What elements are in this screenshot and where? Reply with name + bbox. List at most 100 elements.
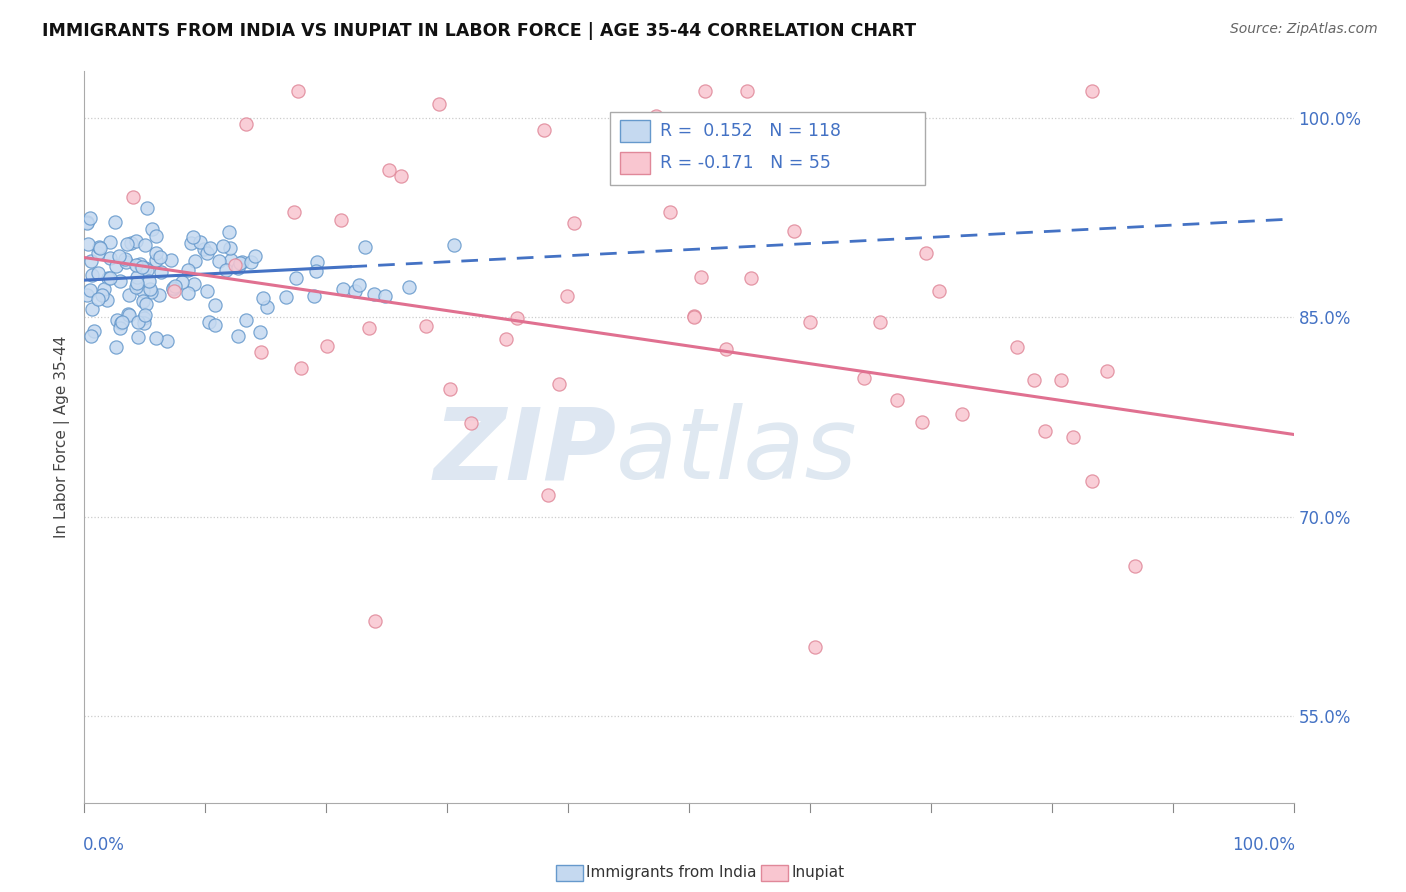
Point <box>160 252 183 267</box>
Point <box>283 204 305 219</box>
Point <box>349 278 371 293</box>
Point <box>803 640 825 654</box>
Point <box>87 266 110 280</box>
Point <box>162 284 184 298</box>
Point <box>657 129 679 144</box>
Point <box>207 254 229 268</box>
Point <box>148 288 170 302</box>
Point <box>120 235 142 250</box>
Point <box>224 258 246 272</box>
Point <box>83 325 105 339</box>
Bar <box>762 865 789 881</box>
Text: R =  0.152   N = 118: R = 0.152 N = 118 <box>659 122 841 140</box>
Point <box>562 216 585 230</box>
Point <box>132 316 155 330</box>
Point <box>127 276 149 290</box>
Text: 100.0%: 100.0% <box>1232 836 1295 854</box>
Point <box>697 146 720 161</box>
Point <box>1022 374 1045 388</box>
Point <box>86 292 108 306</box>
Point <box>1049 373 1071 387</box>
Point <box>135 297 157 311</box>
Point <box>315 338 337 352</box>
Point <box>145 331 167 345</box>
Point <box>80 268 103 282</box>
Point <box>427 96 450 111</box>
Point <box>363 286 385 301</box>
Point <box>87 246 110 260</box>
Point <box>136 263 159 277</box>
Point <box>76 216 98 230</box>
Point <box>374 289 396 303</box>
Bar <box>620 152 650 174</box>
Text: IMMIGRANTS FROM INDIA VS INUPIAT IN LABOR FORCE | AGE 35-44 CORRELATION CHART: IMMIGRANTS FROM INDIA VS INUPIAT IN LABO… <box>42 22 917 40</box>
Point <box>131 285 153 299</box>
Point <box>105 312 128 326</box>
Point <box>1081 475 1104 489</box>
Point <box>495 332 517 346</box>
Text: Immigrants from India: Immigrants from India <box>586 864 756 880</box>
Point <box>145 229 167 244</box>
Point <box>80 254 103 268</box>
Point <box>284 271 307 285</box>
Point <box>108 321 131 335</box>
Point <box>737 84 759 98</box>
Point <box>537 488 560 502</box>
Text: 0.0%: 0.0% <box>83 836 125 854</box>
Point <box>125 258 148 272</box>
Point <box>127 315 149 329</box>
Point <box>150 265 173 279</box>
Point <box>950 407 973 421</box>
Point <box>184 253 207 268</box>
Point <box>98 235 121 249</box>
Point <box>290 360 312 375</box>
Point <box>98 251 121 265</box>
Point <box>354 239 377 253</box>
Point <box>204 318 226 332</box>
Point <box>188 235 211 249</box>
Point <box>683 310 706 324</box>
Point <box>195 284 218 298</box>
Point <box>1062 430 1084 444</box>
Point <box>219 253 242 268</box>
Point <box>398 280 420 294</box>
Point <box>131 260 153 275</box>
Point <box>80 301 103 316</box>
Point <box>125 279 148 293</box>
Point <box>104 259 127 273</box>
Point <box>195 245 218 260</box>
Point <box>886 393 908 408</box>
Y-axis label: In Labor Force | Age 35-44: In Labor Force | Age 35-44 <box>55 336 70 538</box>
Point <box>180 235 202 250</box>
Point <box>250 344 273 359</box>
Point <box>170 275 193 289</box>
Point <box>229 256 252 270</box>
Point <box>125 234 148 248</box>
Point <box>443 238 465 252</box>
Point <box>235 117 257 131</box>
Point <box>249 325 271 339</box>
Point <box>548 376 571 391</box>
Point <box>357 321 380 335</box>
Point <box>111 315 134 329</box>
Point <box>118 308 141 322</box>
Point <box>682 310 704 324</box>
Point <box>87 240 110 254</box>
Point <box>127 270 149 285</box>
Point <box>149 250 172 264</box>
Point <box>363 615 385 629</box>
Point <box>197 315 219 329</box>
Bar <box>555 865 582 881</box>
Point <box>239 254 262 268</box>
Point <box>1081 84 1104 98</box>
Point <box>911 415 934 429</box>
Point <box>659 205 682 219</box>
Point <box>252 291 274 305</box>
Point <box>235 313 257 327</box>
Point <box>104 214 127 228</box>
Point <box>79 211 101 225</box>
Point <box>243 249 266 263</box>
Point <box>853 371 876 385</box>
Point <box>740 271 762 285</box>
Point <box>76 215 98 229</box>
